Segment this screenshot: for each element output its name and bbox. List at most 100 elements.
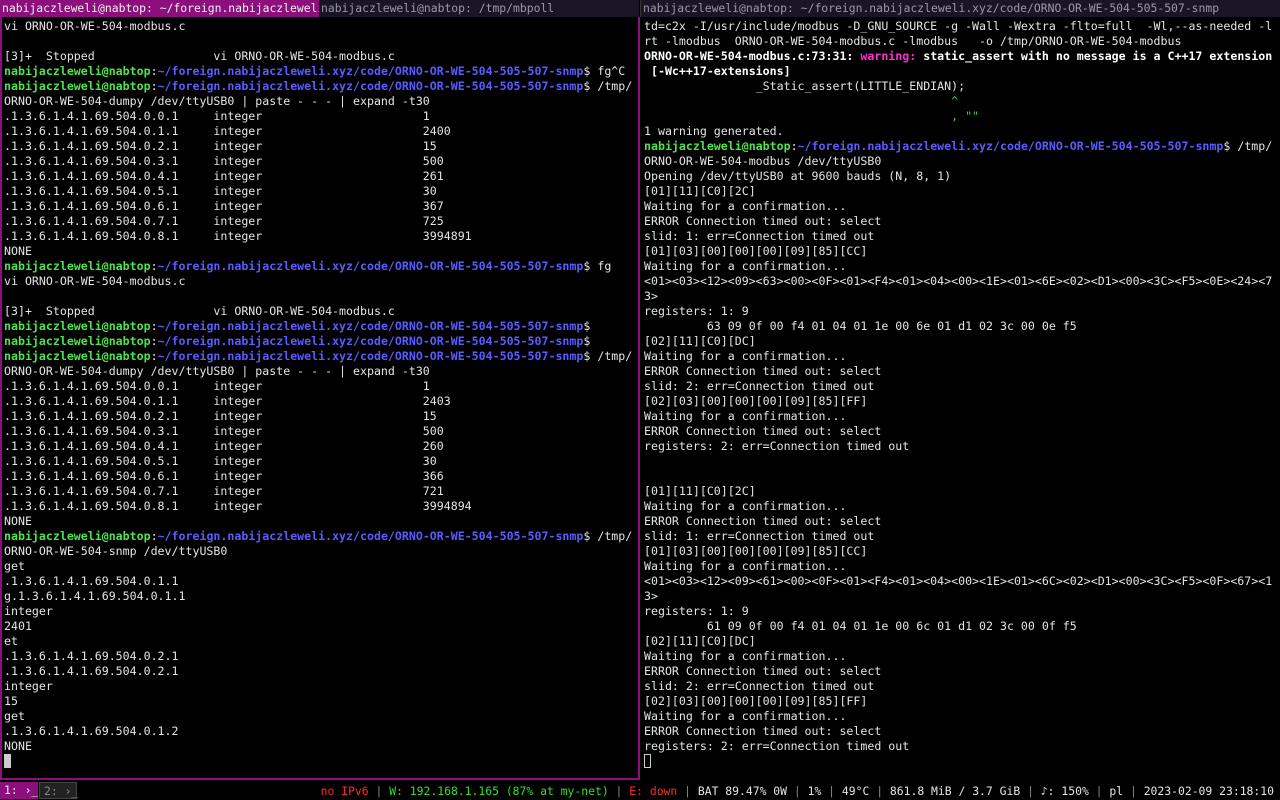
terminal-line: ERROR Connection timed out: select (644, 514, 882, 528)
prompt-dollar: $ (1223, 139, 1231, 153)
prompt-line: nabijaczleweli@nabtop:~/foreign.nabijacz… (4, 529, 638, 544)
terminal-line: slid: 2: err=Connection timed out (644, 379, 875, 393)
terminal-line: , "" (644, 109, 1280, 124)
terminal-line: [-Wc++17-extensions] (644, 64, 1280, 79)
prompt-path: ~/foreign.nabijaczleweli.xyz/code/ORNO-O… (157, 349, 584, 363)
terminal-line: ORNO-OR-WE-504-modbus.c:73:31: warning: … (644, 49, 1280, 64)
terminal-line: [02][11][C0][DC] (644, 334, 756, 348)
status-battery: BAT 89.47% 0W (697, 784, 788, 798)
status-separator: | (876, 784, 884, 798)
terminal-line: integer (4, 679, 53, 693)
prompt-colon: : (150, 334, 158, 348)
terminal-line: Waiting for a confirmation... (644, 349, 847, 363)
prompt-colon: : (790, 139, 798, 153)
output-segment: , "" (644, 109, 980, 123)
output-segment: ^ (644, 94, 959, 108)
terminal-output: vi ORNO-OR-WE-504-modbus.c [3]+ Stopped v… (4, 19, 638, 769)
status-ipv6: no IPv6 (320, 784, 369, 798)
terminal-line: [01][11][C0][2C] (644, 184, 756, 198)
status-cpu: 1% (807, 784, 822, 798)
prompt-path: ~/foreign.nabijaczleweli.xyz/code/ORNO-O… (797, 139, 1224, 153)
terminal-line: slid: 1: err=Connection timed out (644, 229, 875, 243)
tab-left-terminal-mbpoll[interactable]: nabijaczleweli@nabtop: /tmp/mbpoll (319, 0, 639, 17)
prompt-dollar: $ (583, 334, 591, 348)
prompt-line: nabijaczleweli@nabtop:~/foreign.nabijacz… (4, 319, 638, 334)
terminal-line: td=c2x -I/usr/include/modbus -D_GNU_SOUR… (644, 19, 1273, 33)
terminal-line: get (4, 709, 25, 723)
terminal-line: rt -lmodbus ORNO-OR-WE-504-modbus.c -lmo… (644, 34, 1182, 48)
terminal-line: Waiting for a confirmation... (644, 409, 847, 423)
terminal-pane-left[interactable]: vi ORNO-OR-WE-504-modbus.c [3]+ Stopped v… (0, 17, 640, 780)
prompt-line: nabijaczleweli@nabtop:~/foreign.nabijacz… (4, 79, 638, 94)
terminal-pane-right[interactable]: td=c2x -I/usr/include/modbus -D_GNU_SOUR… (640, 17, 1280, 780)
terminal-output: td=c2x -I/usr/include/modbus -D_GNU_SOUR… (644, 19, 1280, 769)
prompt-line: nabijaczleweli@nabtop:~/foreign.nabijacz… (644, 139, 1280, 154)
terminal-line: .1.3.6.1.4.1.69.504.0.3.1 integer 500 (4, 424, 444, 438)
terminal-line: [3]+ Stopped vi ORNO-OR-WE-504-modbus.c (4, 49, 395, 63)
prompt-line: nabijaczleweli@nabtop:~/foreign.nabijacz… (4, 334, 638, 349)
terminal-line: .1.3.6.1.4.1.69.504.0.5.1 integer 30 (4, 454, 437, 468)
terminal-line: Waiting for a confirmation... (644, 259, 847, 273)
terminal-cursor (644, 754, 651, 768)
terminal-line: .1.3.6.1.4.1.69.504.0.7.1 integer 725 (4, 214, 444, 228)
output-segment: [-Wc++17-extensions] (644, 64, 791, 78)
terminal-line: NONE (4, 244, 32, 258)
prompt-command: /tmp/ (1230, 139, 1273, 153)
terminal-line: .1.3.6.1.4.1.69.504.0.1.1 (4, 574, 179, 588)
terminal-line: .1.3.6.1.4.1.69.504.0.2.1 integer 15 (4, 409, 437, 423)
terminal-line: ERROR Connection timed out: select (644, 214, 882, 228)
prompt-colon: : (150, 349, 158, 363)
terminal-line (644, 754, 1280, 769)
prompt-line: nabijaczleweli@nabtop:~/foreign.nabijacz… (4, 64, 638, 79)
prompt-colon: : (150, 64, 158, 78)
terminal-line: NONE (4, 514, 32, 528)
terminal-line: Waiting for a confirmation... (644, 709, 847, 723)
status-keyboard-layout: pl (1109, 784, 1124, 798)
status-separator: | (828, 784, 836, 798)
terminal-line: .1.3.6.1.4.1.69.504.0.2.1 (4, 649, 179, 663)
terminal-line: vi ORNO-OR-WE-504-modbus.c (4, 19, 186, 33)
prompt-path: ~/foreign.nabijaczleweli.xyz/code/ORNO-O… (157, 79, 584, 93)
terminal-line: .1.3.6.1.4.1.69.504.0.6.1 integer 367 (4, 199, 444, 213)
prompt-path: ~/foreign.nabijaczleweli.xyz/code/ORNO-O… (157, 259, 584, 273)
status-temperature: 49°C (841, 784, 870, 798)
prompt-user-host: nabijaczleweli@nabtop (644, 139, 791, 153)
prompt-user-host: nabijaczleweli@nabtop (4, 349, 151, 363)
terminal-line: .1.3.6.1.4.1.69.504.0.8.1 integer 399489… (4, 229, 472, 243)
prompt-path: ~/foreign.nabijaczleweli.xyz/code/ORNO-O… (157, 64, 584, 78)
terminal-line (644, 469, 1280, 484)
terminal-line: registers: 2: err=Connection timed out (644, 739, 910, 753)
terminal-line: registers: 2: err=Connection timed out (644, 439, 910, 453)
status-ethernet: E: down (629, 784, 678, 798)
terminal-line: Waiting for a confirmation... (644, 499, 847, 513)
prompt-line: nabijaczleweli@nabtop:~/foreign.nabijacz… (4, 259, 638, 274)
terminal-line: registers: 1: 9 (644, 304, 749, 318)
terminal-line: [02][03][00][00][00][09][85][FF] (644, 694, 868, 708)
workspace-1-button[interactable]: 1: ›_ (0, 782, 38, 799)
status-separator: | (1095, 784, 1103, 798)
terminal-line: Waiting for a confirmation... (644, 649, 847, 663)
terminal-line: integer (4, 604, 53, 618)
prompt-colon: : (150, 79, 158, 93)
terminal-line: 2401 (4, 619, 32, 633)
tab-right-terminal[interactable]: nabijaczleweli@nabtop: ~/foreign.nabijac… (640, 0, 1280, 17)
output-segment: warning: (860, 49, 917, 63)
terminal-line: .1.3.6.1.4.1.69.504.0.8.1 integer 399489… (4, 499, 472, 513)
terminal-line: ORNO-OR-WE-504-dumpy /dev/ttyUSB0 | past… (4, 364, 430, 378)
terminal-line: .1.3.6.1.4.1.69.504.0.0.1 integer 1 (4, 109, 430, 123)
workspace-2-button[interactable]: 2: ›_ (39, 782, 78, 799)
output-segment: static_assert with no message is a C++17… (916, 49, 1273, 63)
tab-left-terminal-active[interactable]: nabijaczleweli@nabtop: ~/foreign.nabijac… (0, 0, 319, 17)
prompt-dollar: $ (583, 64, 591, 78)
terminal-line (4, 289, 638, 304)
terminal-line: 3> (644, 589, 658, 603)
terminal-line: registers: 1: 9 (644, 604, 749, 618)
terminal-line: ORNO-OR-WE-504-modbus /dev/ttyUSB0 (644, 154, 882, 168)
prompt-path: ~/foreign.nabijaczleweli.xyz/code/ORNO-O… (157, 319, 584, 333)
prompt-command: /tmp/ (590, 349, 633, 363)
prompt-dollar: $ (583, 259, 591, 273)
terminal-line: slid: 1: err=Connection timed out (644, 529, 875, 543)
prompt-colon: : (150, 529, 158, 543)
terminal-line: ERROR Connection timed out: select (644, 724, 882, 738)
status-memory: 861.8 MiB / 3.7 GiB (889, 784, 1021, 798)
